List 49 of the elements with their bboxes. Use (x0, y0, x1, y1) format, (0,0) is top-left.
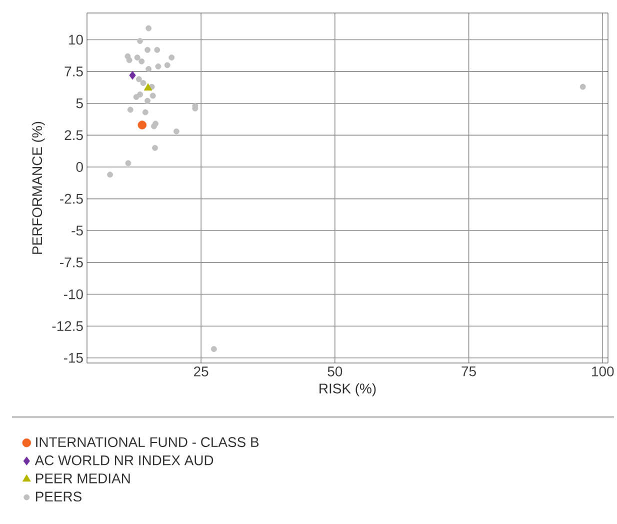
y-tick-label: 5 (76, 98, 83, 108)
y-tick-label: 10 (69, 34, 83, 45)
x-tick-label: 100 (592, 366, 614, 376)
point (144, 83, 152, 91)
y-tick-label: -10 (64, 289, 83, 300)
point (125, 160, 132, 166)
point (137, 38, 143, 44)
point (127, 106, 134, 113)
point (126, 57, 132, 64)
x-tick-label: 75 (462, 366, 476, 376)
point (146, 25, 152, 32)
point (168, 54, 175, 61)
y-axis-title: PERFORMANCE (%) (32, 122, 45, 254)
x-axis-title: RISK (%) (320, 383, 376, 396)
point (129, 70, 136, 80)
point (137, 91, 143, 98)
point (138, 58, 145, 64)
point (144, 98, 150, 104)
legend-label: PEER MEDIAN (36, 474, 130, 484)
point (164, 62, 170, 68)
y-tick-label: -7.5 (60, 258, 83, 268)
x-tick-label: 50 (328, 366, 342, 376)
point (150, 92, 156, 99)
point (138, 120, 147, 130)
point (580, 84, 586, 90)
point (142, 109, 148, 116)
y-tick-label: 0 (76, 162, 83, 172)
point (136, 76, 142, 82)
y-tick-label: 2.5 (64, 130, 83, 140)
y-tick-label: -2.5 (60, 194, 83, 204)
point (134, 54, 140, 61)
y-tick-label: -15 (64, 353, 83, 363)
point (152, 144, 158, 151)
point (107, 172, 114, 178)
point (140, 80, 146, 86)
y-tick-label: -12.5 (52, 321, 83, 332)
y-tick-label: -5 (72, 226, 83, 236)
legend-label: AC WORLD NR INDEX AUD (34, 455, 214, 466)
point (146, 66, 152, 72)
point (173, 128, 180, 134)
point (154, 46, 160, 53)
legend-label: PEERS (36, 492, 82, 502)
y-tick-label: 7.5 (64, 66, 83, 76)
point (150, 123, 157, 130)
point (210, 346, 217, 352)
x-tick-label: 25 (194, 366, 208, 376)
legend-label: INTERNATIONAL FUND - CLASS B (36, 437, 259, 448)
point (144, 46, 150, 53)
point (155, 63, 162, 70)
